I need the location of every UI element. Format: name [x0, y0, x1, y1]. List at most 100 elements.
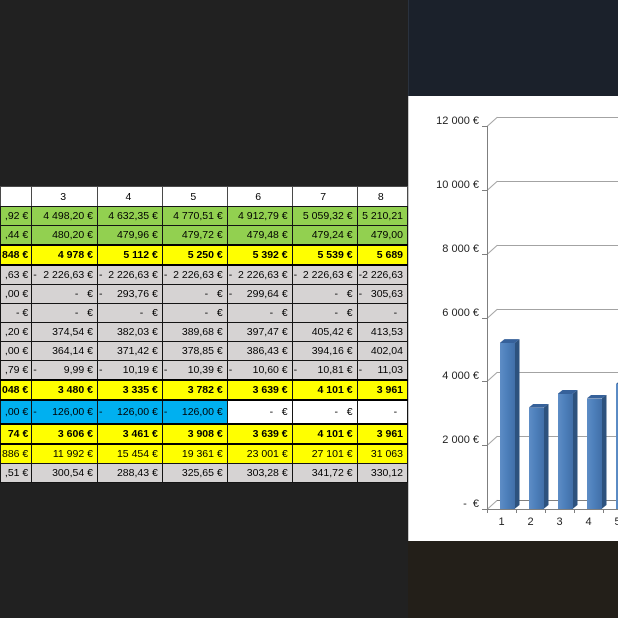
table-cell[interactable]: 5 112 €: [96, 244, 163, 266]
table-cell[interactable]: 300,54 €: [31, 463, 98, 483]
table-cell[interactable]: 389,68 €: [161, 322, 228, 342]
table-cell[interactable]: - €: [161, 303, 228, 323]
table-cell[interactable]: 3 480 €: [31, 379, 98, 401]
table-cell[interactable]: ,00 €: [0, 341, 33, 361]
table-cell[interactable]: 74 €: [0, 423, 33, 445]
table-cell[interactable]: 374,54 €: [31, 322, 98, 342]
table-cell[interactable]: 3 639 €: [226, 379, 293, 401]
table-cell[interactable]: 19 361 €: [161, 443, 228, 464]
table-cell[interactable]: 27 101 €: [291, 443, 358, 464]
table-cell[interactable]: - €: [291, 303, 358, 323]
table-cell[interactable]: - €: [291, 284, 358, 304]
table-cell[interactable]: - €: [226, 399, 293, 425]
table-cell[interactable]: 480,20 €: [31, 225, 98, 246]
table-cell[interactable]: 3 961: [356, 379, 408, 401]
table-cell[interactable]: -2 226,63: [356, 264, 408, 285]
table-cell[interactable]: 5 210,21: [356, 206, 408, 226]
column-header[interactable]: 5: [161, 186, 228, 207]
table-cell[interactable]: -10,60 €: [226, 360, 293, 381]
table-cell[interactable]: 3 606 €: [31, 423, 98, 445]
table-cell[interactable]: 11 992 €: [31, 443, 98, 464]
table-cell[interactable]: 325,65 €: [161, 463, 228, 483]
table-cell[interactable]: 4 101 €: [291, 423, 358, 445]
table-cell[interactable]: - €: [226, 303, 293, 323]
table-cell[interactable]: 479,72 €: [161, 225, 228, 246]
table-cell[interactable]: 886 €: [0, 443, 33, 464]
table-cell[interactable]: - €: [96, 303, 163, 323]
table-cell[interactable]: 479,48 €: [226, 225, 293, 246]
table-cell[interactable]: -2 226,63 €: [31, 264, 98, 285]
table-cell[interactable]: ,51 €: [0, 463, 33, 483]
table-cell[interactable]: -10,81 €: [291, 360, 358, 381]
table-cell[interactable]: -2 226,63 €: [291, 264, 358, 285]
table-cell[interactable]: 382,03 €: [96, 322, 163, 342]
table-cell[interactable]: -11,03: [356, 360, 408, 381]
table-cell[interactable]: 5 539 €: [291, 244, 358, 266]
table-cell[interactable]: 303,28 €: [226, 463, 293, 483]
table-cell[interactable]: -10,19 €: [96, 360, 163, 381]
bar[interactable]: [615, 384, 618, 509]
bar[interactable]: [528, 407, 544, 509]
table-cell[interactable]: 405,42 €: [291, 322, 358, 342]
table-cell[interactable]: 5 689: [356, 244, 408, 266]
column-header[interactable]: 7: [291, 186, 358, 207]
table-cell[interactable]: -305,63: [356, 284, 408, 304]
table-cell[interactable]: 4 498,20 €: [31, 206, 98, 226]
table-cell[interactable]: ,63 €: [0, 264, 33, 285]
table-cell[interactable]: 397,47 €: [226, 322, 293, 342]
table-cell[interactable]: ,20 €: [0, 322, 33, 342]
table-cell[interactable]: - €: [291, 399, 358, 425]
table-cell[interactable]: 394,16 €: [291, 341, 358, 361]
table-cell[interactable]: 341,72 €: [291, 463, 358, 483]
table-cell[interactable]: -2 226,63 €: [96, 264, 163, 285]
table-cell[interactable]: 4 632,35 €: [96, 206, 163, 226]
table-cell[interactable]: 330,12: [356, 463, 408, 483]
column-header[interactable]: 3: [31, 186, 98, 207]
table-cell[interactable]: 3 961: [356, 423, 408, 445]
table-cell[interactable]: 31 063: [356, 443, 408, 464]
table-cell[interactable]: -10,39 €: [161, 360, 228, 381]
table-cell[interactable]: -: [356, 303, 408, 323]
table-cell[interactable]: 5 250 €: [161, 244, 228, 266]
bar[interactable]: [557, 393, 573, 509]
column-header[interactable]: 8: [356, 186, 408, 207]
table-cell[interactable]: -126,00 €: [96, 399, 163, 425]
table-cell[interactable]: -9,99 €: [31, 360, 98, 381]
table-cell[interactable]: 479,96 €: [96, 225, 163, 246]
bar[interactable]: [499, 343, 515, 509]
column-header[interactable]: [0, 186, 33, 207]
table-cell[interactable]: 479,00: [356, 225, 408, 246]
table-cell[interactable]: 288,43 €: [96, 463, 163, 483]
column-header[interactable]: 4: [96, 186, 163, 207]
table-cell[interactable]: 371,42 €: [96, 341, 163, 361]
table-cell[interactable]: 413,53: [356, 322, 408, 342]
table-cell[interactable]: - €: [31, 284, 98, 304]
table-cell[interactable]: ,00 €: [0, 284, 33, 304]
table-cell[interactable]: 048 €: [0, 379, 33, 401]
table-cell[interactable]: 479,24 €: [291, 225, 358, 246]
bar[interactable]: [586, 398, 602, 509]
table-cell[interactable]: -2 226,63 €: [226, 264, 293, 285]
table-cell[interactable]: 4 978 €: [31, 244, 98, 266]
table-cell[interactable]: 402,04: [356, 341, 408, 361]
table-cell[interactable]: -126,00 €: [31, 399, 98, 425]
table-cell[interactable]: 3 461 €: [96, 423, 163, 445]
table-cell[interactable]: 4 912,79 €: [226, 206, 293, 226]
table-cell[interactable]: 3 782 €: [161, 379, 228, 401]
table-cell[interactable]: 848 €: [0, 244, 33, 266]
table-cell[interactable]: 364,14 €: [31, 341, 98, 361]
table-cell[interactable]: ,92 €: [0, 206, 33, 226]
table-cell[interactable]: 378,85 €: [161, 341, 228, 361]
table-cell[interactable]: -: [356, 399, 408, 425]
table-cell[interactable]: 4 770,51 €: [161, 206, 228, 226]
table-cell[interactable]: ,00 €: [0, 399, 33, 425]
table-cell[interactable]: 386,43 €: [226, 341, 293, 361]
table-cell[interactable]: 5 392 €: [226, 244, 293, 266]
table-cell[interactable]: ,79 €: [0, 360, 33, 381]
table-cell[interactable]: -293,76 €: [96, 284, 163, 304]
table-cell[interactable]: ,44 €: [0, 225, 33, 246]
table-cell[interactable]: 15 454 €: [96, 443, 163, 464]
table-cell[interactable]: -126,00 €: [161, 399, 228, 425]
table-cell[interactable]: -299,64 €: [226, 284, 293, 304]
table-cell[interactable]: 5 059,32 €: [291, 206, 358, 226]
